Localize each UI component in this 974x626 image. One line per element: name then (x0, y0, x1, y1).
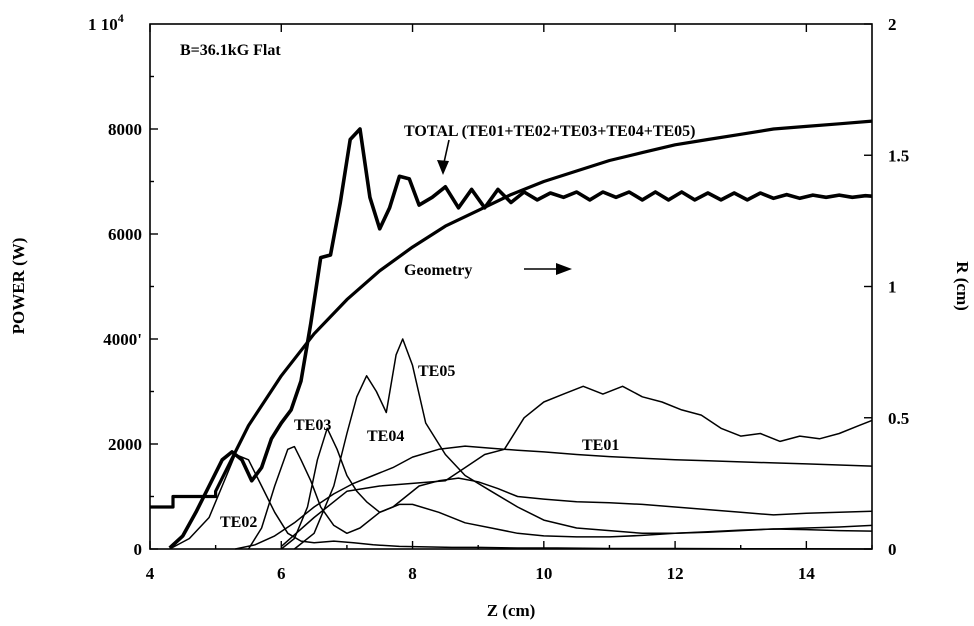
y2-tick-label: 2 (888, 15, 897, 34)
y-tick-top-exponent: 4 (118, 11, 124, 25)
series-line-wavy (280, 385, 873, 547)
x-axis-title: Z (cm) (487, 601, 536, 620)
y2-tick-label: 1 (888, 278, 897, 297)
te01-label: TE01 (582, 437, 619, 454)
total-arrow (437, 139, 450, 175)
te04-label: TE04 (367, 428, 404, 445)
y-tick-label: 2000 (108, 435, 142, 454)
y2-tick-label: 0.5 (888, 409, 909, 428)
series-line-te01 (235, 445, 873, 550)
y-tick-label: 0 (134, 540, 143, 559)
series-line-total (168, 127, 873, 550)
y-tick-label: 4000' (103, 330, 142, 349)
y-tick-top-base: 1 10 (88, 15, 118, 34)
geometry-label: Geometry (404, 262, 472, 279)
geometry-arrow (524, 263, 572, 275)
x-tick-label: 4 (146, 564, 155, 583)
te05-label: TE05 (418, 363, 455, 380)
y-tick-top: 1 104 (88, 11, 124, 34)
x-tick-label: 6 (277, 564, 286, 583)
series-line-geometry (150, 119, 873, 509)
x-tick-label: 14 (798, 564, 816, 583)
series-line-te05 (293, 338, 873, 550)
y2-tick-label: 1.5 (888, 146, 909, 165)
y-tick-label: 6000 (108, 225, 142, 244)
x-tick-label: 8 (408, 564, 417, 583)
y2-axis-title: R (cm) (953, 261, 972, 311)
ticks-layer: 4 6 8 10 12 14 0 2000 4000' 6000 8000 0 0.5 1 1.5 2 (103, 15, 909, 583)
series-layer (150, 119, 873, 550)
field-label: B=36.1kG Flat (180, 42, 281, 59)
y-tick-label: 8000 (108, 120, 142, 139)
x-tick-label: 10 (535, 564, 552, 583)
series-line-te04 (280, 427, 873, 550)
te02-label: TE02 (220, 514, 257, 531)
te03-label: TE03 (294, 417, 331, 434)
y2-tick-label: 0 (888, 540, 897, 559)
y-axis-title: POWER (W) (9, 238, 28, 335)
x-tick-label: 12 (667, 564, 684, 583)
total-label: TOTAL (TE01+TE02+TE03+TE04+TE05) (404, 123, 696, 140)
